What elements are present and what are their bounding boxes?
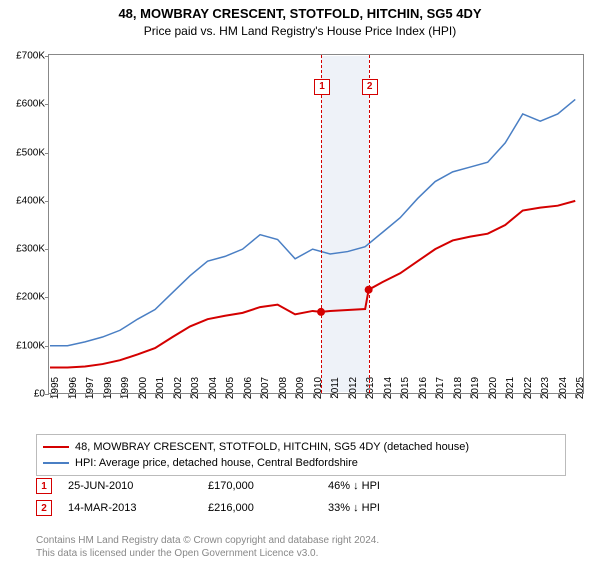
page-subtitle: Price paid vs. HM Land Registry's House … [0,24,600,38]
legend-swatch [43,462,69,464]
event-marker: 1 [314,79,330,95]
footer: Contains HM Land Registry data © Crown c… [36,534,379,560]
event-marker: 2 [362,79,378,95]
page-title: 48, MOWBRAY CRESCENT, STOTFOLD, HITCHIN,… [0,6,600,21]
y-tick-label: £400K [5,195,45,206]
y-tick-label: £300K [5,244,45,255]
plot-area: £0£100K£200K£300K£400K£500K£600K£700K199… [48,54,584,394]
event-row-marker: 1 [36,478,52,494]
event-row-pct: 33% ↓ HPI [328,502,380,514]
y-tick-label: £500K [5,147,45,158]
y-tick-label: £700K [5,51,45,62]
series-price_paid [50,201,575,368]
event-row-date: 14-MAR-2013 [68,502,208,514]
footer-line2: This data is licensed under the Open Gov… [36,547,379,560]
event-row-price: £216,000 [208,502,328,514]
y-tick-label: £200K [5,292,45,303]
event-vline [369,55,370,393]
y-tick-label: £100K [5,340,45,351]
event-row-marker: 2 [36,500,52,516]
chart: £0£100K£200K£300K£400K£500K£600K£700K199… [48,54,584,394]
legend: 48, MOWBRAY CRESCENT, STOTFOLD, HITCHIN,… [36,434,566,476]
y-tick-label: £600K [5,99,45,110]
event-row: 2 14-MAR-2013£216,00033% ↓ HPI [36,500,380,516]
legend-row: HPI: Average price, detached house, Cent… [43,455,559,471]
event-row-date: 25-JUN-2010 [68,480,208,492]
event-row-pct: 46% ↓ HPI [328,480,380,492]
series-hpi [50,99,575,345]
footer-line1: Contains HM Land Registry data © Crown c… [36,534,379,547]
event-vline [321,55,322,393]
legend-row: 48, MOWBRAY CRESCENT, STOTFOLD, HITCHIN,… [43,439,559,455]
legend-swatch [43,446,69,448]
event-row-price: £170,000 [208,480,328,492]
line-layer [49,55,585,395]
y-tick-label: £0 [5,389,45,400]
event-row: 1 25-JUN-2010£170,00046% ↓ HPI [36,478,380,494]
legend-label: 48, MOWBRAY CRESCENT, STOTFOLD, HITCHIN,… [75,441,469,453]
legend-label: HPI: Average price, detached house, Cent… [75,457,358,469]
